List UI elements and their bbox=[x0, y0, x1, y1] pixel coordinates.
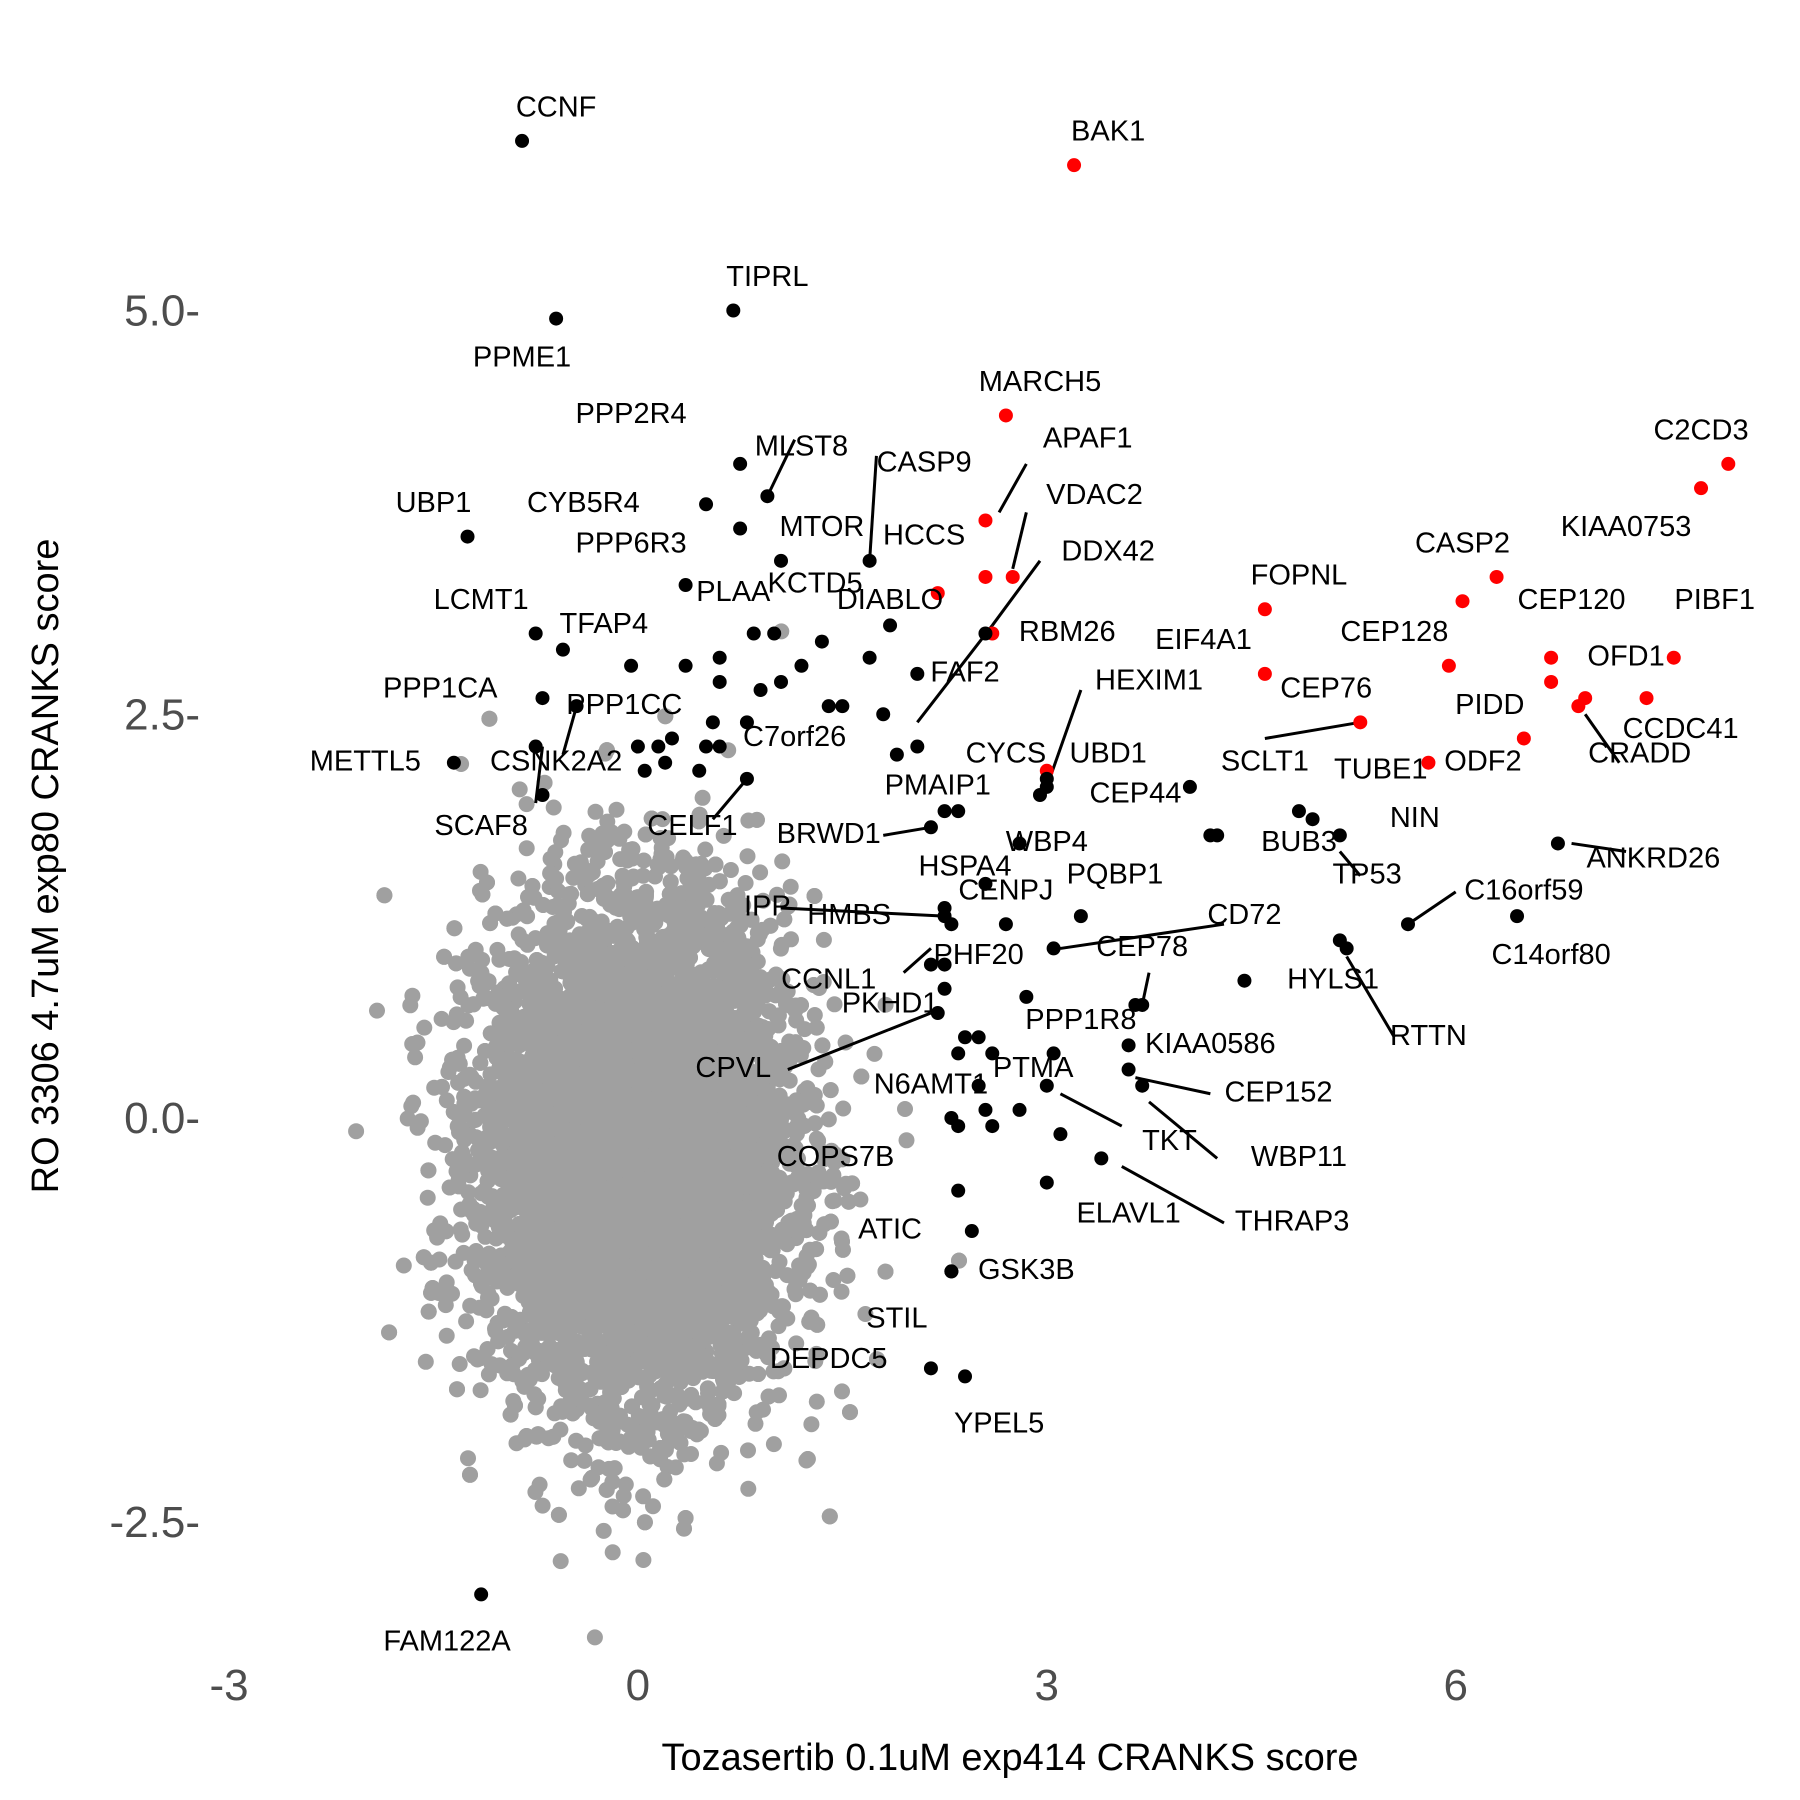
background-point bbox=[826, 996, 843, 1013]
background-point bbox=[427, 1134, 444, 1151]
background-point bbox=[898, 1132, 915, 1149]
background-point bbox=[518, 796, 535, 813]
background-point bbox=[808, 1393, 825, 1410]
background-point bbox=[552, 1553, 569, 1570]
background-point bbox=[369, 1002, 385, 1019]
background-point bbox=[765, 1436, 782, 1453]
background-points bbox=[348, 623, 967, 1646]
background-point bbox=[604, 1544, 621, 1561]
background-point bbox=[586, 1629, 603, 1646]
background-point bbox=[694, 789, 711, 806]
background-point bbox=[834, 1383, 850, 1400]
background-point bbox=[433, 1010, 450, 1027]
background-point bbox=[451, 1356, 468, 1372]
background-point bbox=[545, 799, 562, 816]
background-point bbox=[866, 1045, 883, 1062]
background-point bbox=[815, 931, 832, 948]
background-point bbox=[788, 1335, 805, 1352]
background-point bbox=[570, 1480, 587, 1497]
background-point bbox=[407, 1049, 424, 1066]
background-point bbox=[708, 1455, 725, 1472]
background-point bbox=[536, 774, 553, 791]
background-point bbox=[534, 1497, 551, 1514]
background-point bbox=[472, 1382, 489, 1399]
background-point bbox=[752, 864, 769, 881]
background-point bbox=[587, 803, 604, 820]
background-point bbox=[510, 870, 527, 887]
background-point bbox=[348, 1123, 365, 1140]
background-point bbox=[416, 1019, 433, 1036]
background-point bbox=[645, 1498, 661, 1515]
background-point bbox=[417, 1353, 434, 1370]
background-point bbox=[748, 1404, 765, 1421]
background-point bbox=[715, 827, 732, 844]
background-point bbox=[635, 1552, 652, 1568]
background-point bbox=[438, 1274, 455, 1291]
background-point bbox=[897, 1101, 913, 1117]
background-point bbox=[518, 840, 535, 857]
background-point bbox=[825, 1272, 842, 1288]
background-point bbox=[608, 801, 625, 818]
background-point bbox=[438, 1327, 455, 1344]
background-point bbox=[460, 1450, 476, 1467]
background-point bbox=[595, 1522, 612, 1539]
background-point bbox=[755, 892, 772, 909]
